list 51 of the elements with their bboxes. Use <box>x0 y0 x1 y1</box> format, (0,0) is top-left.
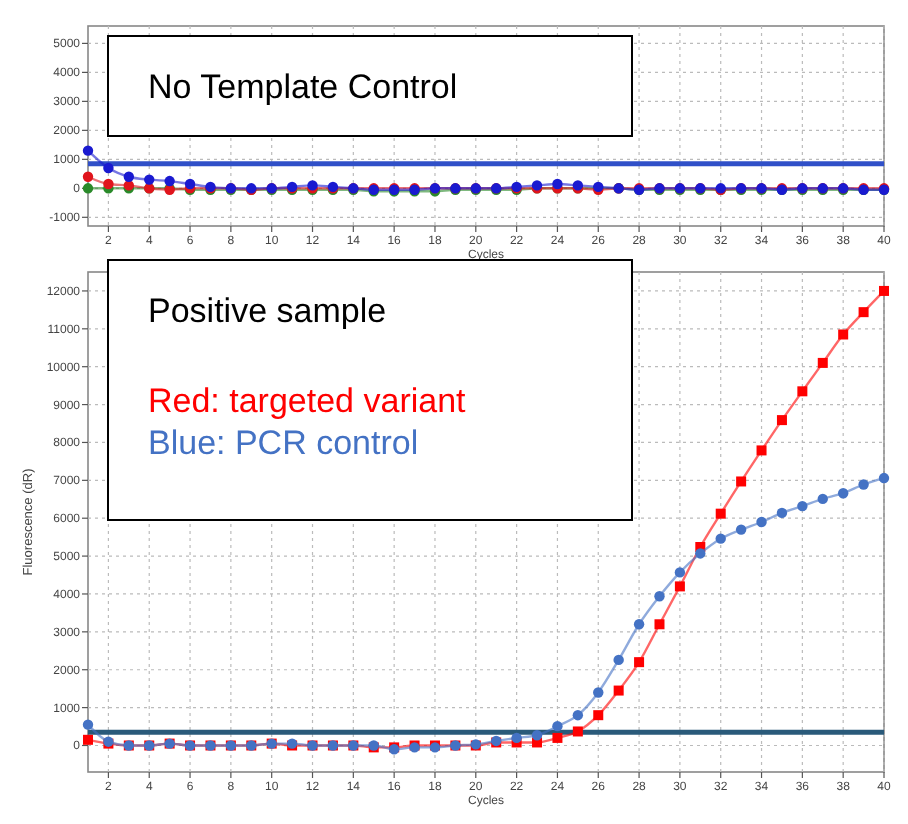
text: Blue: PCR control <box>148 424 419 462</box>
point <box>511 732 522 744</box>
point <box>695 548 706 559</box>
point <box>674 567 686 578</box>
point <box>776 415 787 426</box>
point <box>654 591 665 602</box>
point <box>184 178 196 190</box>
point <box>715 533 726 544</box>
text: Red: targeted variant <box>148 382 467 420</box>
point <box>736 476 747 487</box>
point <box>776 507 788 519</box>
point <box>82 145 94 156</box>
point <box>593 687 604 698</box>
point <box>674 581 685 592</box>
point <box>837 488 849 499</box>
point <box>634 657 645 668</box>
point <box>858 307 869 318</box>
point <box>144 174 155 185</box>
point <box>103 162 114 174</box>
point <box>838 329 849 340</box>
point <box>654 619 665 630</box>
point <box>756 445 767 456</box>
point <box>593 710 604 721</box>
point <box>879 285 889 296</box>
point <box>572 709 584 721</box>
legend-title: Positive sample <box>148 292 387 330</box>
point <box>164 175 175 187</box>
point <box>858 479 869 490</box>
point <box>83 734 93 745</box>
point <box>797 386 808 397</box>
point <box>82 183 94 194</box>
point <box>552 732 563 743</box>
point <box>572 726 583 737</box>
point <box>82 171 94 182</box>
point <box>613 654 624 666</box>
point <box>715 508 726 519</box>
point <box>797 500 808 512</box>
point <box>552 720 563 732</box>
point <box>613 685 624 696</box>
point <box>531 730 543 741</box>
point <box>756 516 767 528</box>
annotation: No Template Control <box>148 68 458 106</box>
point <box>82 719 94 730</box>
point <box>123 171 135 182</box>
point <box>552 178 563 190</box>
point <box>103 178 114 190</box>
point <box>817 357 828 368</box>
point <box>633 619 645 630</box>
point <box>878 472 890 484</box>
point <box>735 524 747 535</box>
point <box>817 493 828 505</box>
